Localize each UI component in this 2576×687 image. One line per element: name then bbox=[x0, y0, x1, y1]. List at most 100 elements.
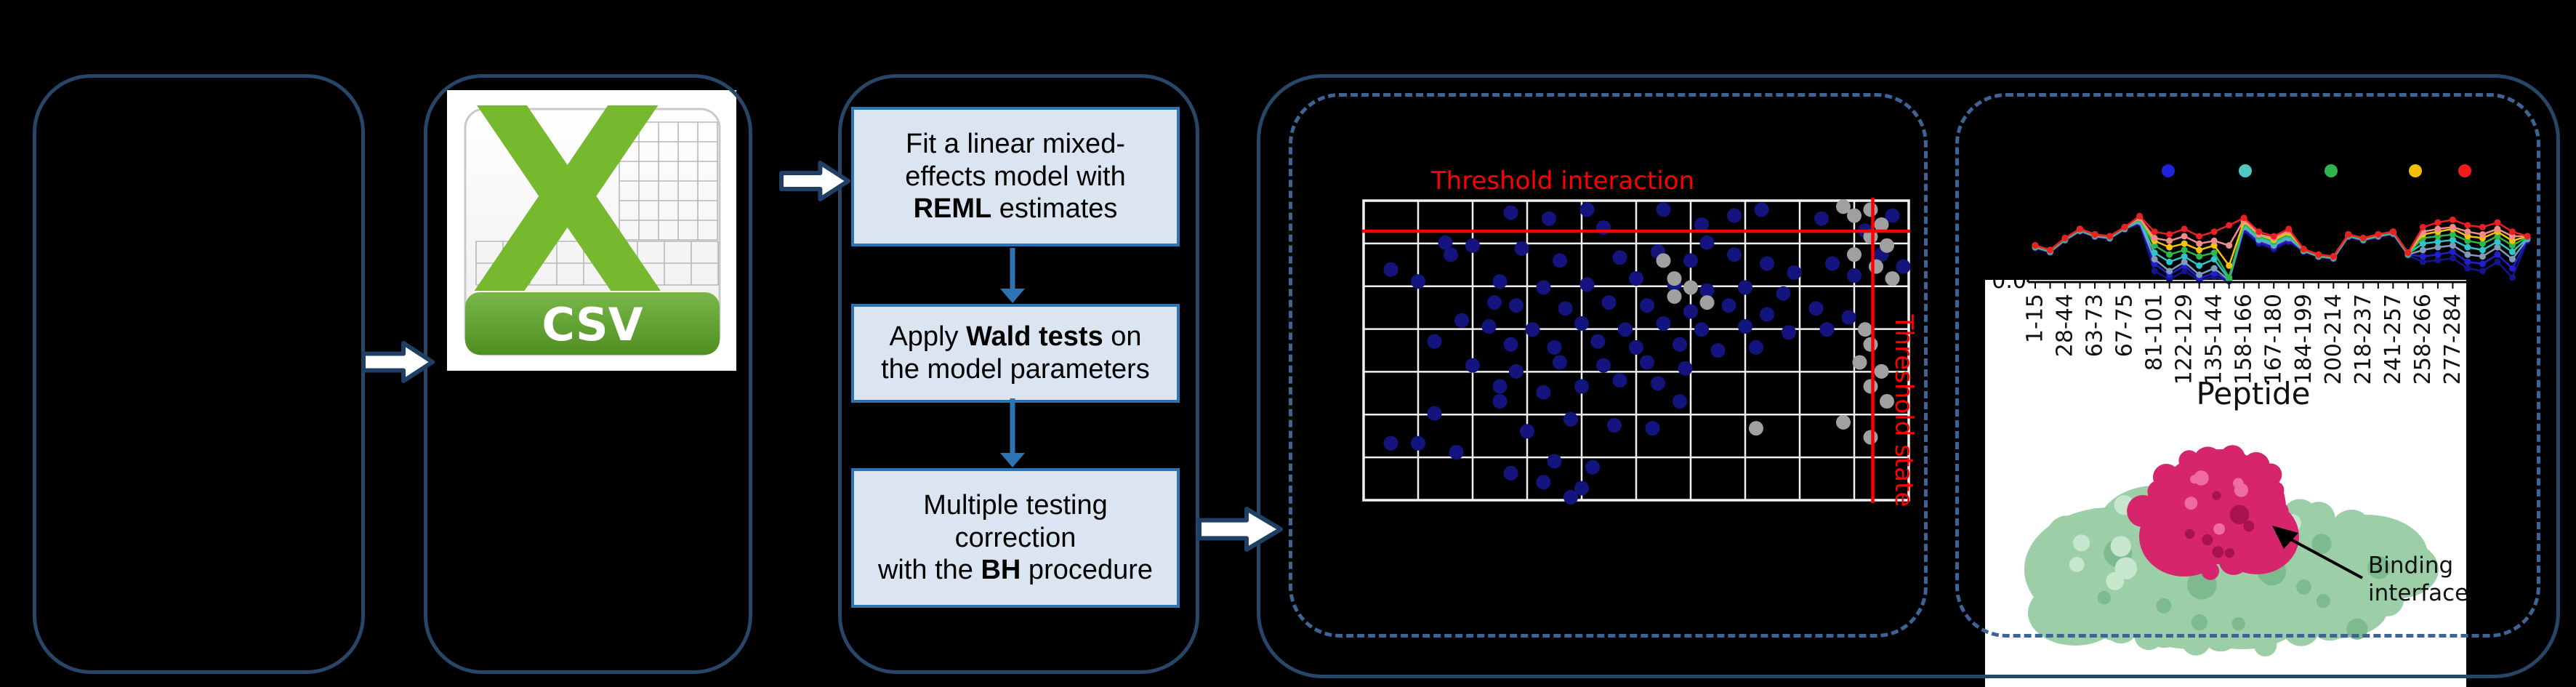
uptake-point bbox=[2240, 214, 2247, 222]
scatter-point-significant bbox=[1787, 265, 1802, 280]
protein-green-bump bbox=[2386, 537, 2424, 575]
scatter-point-significant bbox=[1640, 355, 1654, 370]
scatter-point-non-significant bbox=[1847, 247, 1861, 262]
uptake-point bbox=[2524, 233, 2531, 240]
scatter-point-significant bbox=[1727, 247, 1742, 262]
scatter-point-significant bbox=[1411, 274, 1425, 289]
panel-flowchart bbox=[838, 74, 1199, 674]
binding-interface-annotation: Binding interface bbox=[2272, 526, 2466, 606]
uptake-point bbox=[2091, 230, 2098, 238]
scatter-point-significant bbox=[1492, 379, 1508, 394]
scatter-point-significant bbox=[1536, 385, 1551, 400]
uptake-point bbox=[2196, 246, 2203, 254]
uptake-point bbox=[2494, 244, 2501, 251]
protein-green-highlight bbox=[2069, 557, 2085, 572]
binding-interface-bump bbox=[2220, 445, 2245, 470]
threshold-state-label: Threshold state bbox=[1889, 314, 1918, 507]
peptide-tick-label: 200-214 bbox=[2321, 294, 2346, 385]
uptake-point bbox=[2151, 249, 2158, 257]
scatter-point-significant bbox=[1819, 322, 1835, 337]
scatter-point-significant bbox=[1841, 310, 1856, 325]
uptake-point bbox=[2151, 228, 2158, 236]
scatter-point-significant bbox=[1656, 316, 1671, 331]
uptake-point bbox=[2166, 258, 2173, 265]
binding-interface-shade bbox=[2212, 546, 2224, 558]
protein-green-shade bbox=[2296, 579, 2311, 595]
uptake-point bbox=[2359, 235, 2367, 242]
uptake-point bbox=[2494, 251, 2501, 258]
block-arrow-icon-1 bbox=[361, 341, 435, 383]
protein-green-bump bbox=[2079, 508, 2115, 545]
scatter-point-significant bbox=[1782, 325, 1796, 340]
scatter-point-significant bbox=[1438, 235, 1453, 250]
scatter-point-significant bbox=[1579, 202, 1595, 217]
peptide-tick-label: 122-129 bbox=[2172, 294, 2197, 385]
scatter-point-significant bbox=[1503, 205, 1518, 220]
scatter-plot bbox=[1362, 198, 1911, 505]
binding-interface-shade bbox=[2202, 534, 2213, 546]
peptide-tick-label: 277-284 bbox=[2440, 294, 2466, 385]
uptake-point bbox=[2151, 242, 2158, 249]
uptake-point bbox=[2166, 244, 2173, 251]
scatter-point-significant bbox=[1574, 379, 1589, 394]
scatter-point-significant bbox=[1553, 253, 1567, 268]
peptide-tick-label: 1-15 bbox=[2023, 294, 2048, 343]
scatter-point-significant bbox=[1553, 355, 1567, 370]
peptide-tick-label: 158-166 bbox=[2231, 294, 2257, 385]
uptake-point bbox=[2210, 249, 2218, 257]
uptake-point bbox=[2300, 246, 2307, 253]
scatter-point-significant bbox=[1694, 217, 1709, 232]
protein-structure-image bbox=[2024, 445, 2439, 656]
protein-green-bump bbox=[2181, 626, 2211, 656]
flow-box-reml: Fit a linear mixed-effects model with REM… bbox=[851, 107, 1180, 246]
legend-dot-icon bbox=[2239, 164, 2252, 177]
binding-interface-shade bbox=[2212, 491, 2221, 500]
scatter-point-significant bbox=[1607, 418, 1622, 433]
binding-interface-shade bbox=[2229, 505, 2250, 525]
protein-green-bump bbox=[2343, 521, 2368, 545]
panel-csv bbox=[424, 74, 752, 674]
uptake-line-chart: 1-15 28-44 63-73 67-75 81-101 122-129 135-144 1… bbox=[2023, 164, 2537, 385]
block-arrow-icon-3 bbox=[1197, 507, 1283, 552]
panel-empty bbox=[33, 74, 365, 674]
uptake-point bbox=[2479, 260, 2486, 268]
protein-green-bump bbox=[2302, 502, 2335, 535]
protein-green-shade bbox=[2316, 593, 2330, 608]
uptake-point bbox=[2389, 228, 2396, 236]
scatter-point-significant bbox=[1683, 253, 1698, 268]
scatter-point-significant bbox=[1536, 475, 1551, 490]
uptake-point bbox=[2166, 230, 2173, 238]
uptake-point bbox=[2434, 225, 2442, 233]
scatter-point-significant bbox=[1683, 304, 1698, 319]
scatter-point-non-significant bbox=[1847, 208, 1861, 223]
scatter-point-significant bbox=[1520, 424, 1534, 439]
scatter-point-significant bbox=[1427, 334, 1442, 349]
scatter-point-significant bbox=[1574, 481, 1589, 496]
scatter-point-significant bbox=[1547, 454, 1562, 469]
protein-green-bump bbox=[2370, 582, 2404, 616]
uptake-point bbox=[2166, 237, 2173, 244]
uptake-point bbox=[2151, 235, 2158, 242]
uptake-point bbox=[2508, 265, 2516, 272]
protein-green-shade bbox=[2367, 555, 2391, 579]
scatter-point-non-significant bbox=[1749, 421, 1763, 436]
protein-green-bump bbox=[2098, 614, 2125, 640]
uptake-point bbox=[2047, 246, 2054, 254]
scatter-point-significant bbox=[1563, 489, 1578, 505]
protein-green-shade bbox=[2156, 598, 2172, 614]
scatter-point-non-significant bbox=[1667, 271, 1682, 286]
scatter-point-non-significant bbox=[1683, 280, 1698, 295]
scatter-point-significant bbox=[1749, 340, 1763, 355]
uptake-point bbox=[2136, 212, 2144, 220]
protein-green-shade bbox=[2191, 614, 2208, 631]
scatter-point-significant bbox=[1825, 256, 1840, 271]
scatter-point-significant bbox=[1558, 301, 1573, 316]
flow-box-bh: Multiple testing correction with the BH pr… bbox=[851, 468, 1180, 608]
scatter-point-non-significant bbox=[1885, 271, 1900, 286]
results-container bbox=[1257, 74, 2560, 678]
scatter-point-non-significant bbox=[1880, 394, 1894, 409]
scatter-point-significant bbox=[1503, 465, 1518, 481]
binding-interface-bump bbox=[2193, 446, 2223, 476]
scatter-point-significant bbox=[1656, 202, 1671, 217]
